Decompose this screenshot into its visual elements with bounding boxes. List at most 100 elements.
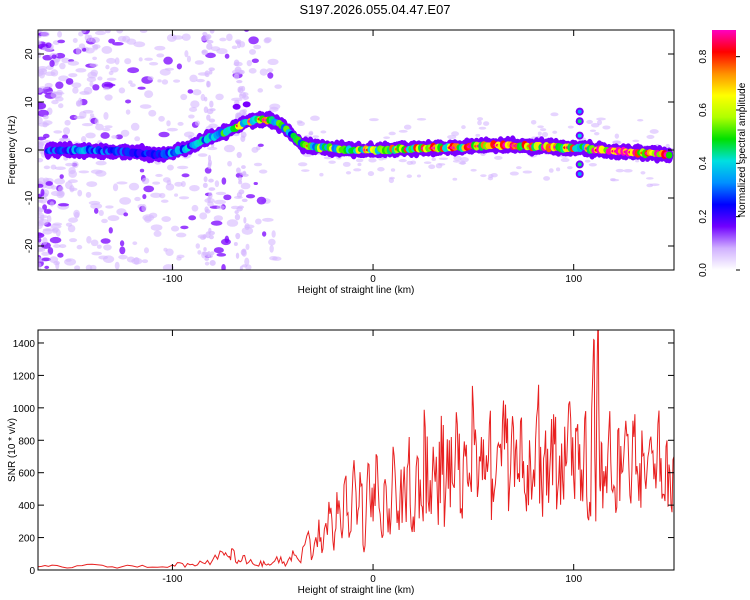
- spike-blob-core: [577, 119, 582, 124]
- noise-blob: [596, 117, 606, 121]
- noise-blob: [353, 168, 362, 172]
- noise-blob: [117, 35, 127, 42]
- noise-blob: [138, 57, 143, 62]
- noise-blob: [57, 252, 64, 258]
- noise-blob: [82, 109, 94, 114]
- colorbar-label: Normalized spectral amplitude: [737, 82, 748, 217]
- noise-blob: [438, 163, 446, 166]
- noise-blob: [226, 33, 233, 42]
- noise-blob: [38, 266, 42, 270]
- noise-blob: [180, 93, 188, 101]
- noise-blob: [470, 168, 477, 172]
- noise-blob: [189, 74, 198, 83]
- noise-blob: [369, 118, 379, 122]
- noise-blob: [38, 237, 42, 243]
- noise-blob: [235, 232, 241, 240]
- noise-blob: [615, 168, 624, 173]
- noise-blob: [141, 177, 150, 185]
- noise-blob: [567, 125, 574, 129]
- noise-blob: [269, 244, 274, 253]
- noise-blob: [67, 224, 76, 233]
- noise-blob: [480, 174, 487, 178]
- noise-blob: [83, 86, 93, 95]
- noise-blob: [101, 218, 108, 224]
- noise-blob: [210, 251, 215, 255]
- noise-blob: [245, 194, 256, 199]
- noise-blob: [139, 168, 145, 173]
- noise-blob: [59, 174, 64, 179]
- noise-blob: [65, 78, 74, 85]
- noise-blob: [274, 84, 282, 89]
- noise-blob: [244, 257, 250, 266]
- noise-blob: [170, 225, 180, 232]
- noise-blob: [256, 196, 267, 205]
- noise-blob: [108, 227, 113, 234]
- noise-blob: [323, 156, 332, 160]
- noise-blob: [208, 118, 216, 123]
- noise-blob: [308, 132, 314, 136]
- noise-blob: [69, 185, 75, 193]
- noise-blob: [80, 136, 87, 143]
- noise-blob: [43, 165, 51, 170]
- noise-blob: [57, 31, 63, 38]
- spectrogram-xlabel: Height of straight line (km): [298, 285, 415, 296]
- noise-blob: [202, 31, 208, 36]
- noise-blob: [152, 181, 161, 185]
- noise-blob: [548, 168, 554, 173]
- y-tick-label: 0: [24, 147, 35, 153]
- noise-blob: [78, 43, 86, 49]
- noise-blob: [555, 167, 561, 172]
- noise-blob: [191, 204, 199, 212]
- noise-blob: [271, 230, 276, 238]
- noise-blob: [378, 157, 384, 161]
- colorbar-tick-label: 0.6: [698, 103, 709, 117]
- noise-blob: [241, 226, 254, 235]
- noise-blob: [207, 250, 211, 258]
- colorbar-ticks: 0.0 0.2 0.4 0.6 0.8: [698, 49, 740, 277]
- noise-blob: [119, 197, 132, 205]
- noise-blob: [49, 236, 62, 244]
- noise-blob: [128, 182, 140, 191]
- noise-blob: [248, 68, 257, 74]
- noise-blob: [68, 170, 78, 178]
- noise-blob: [160, 199, 169, 203]
- noise-blob: [137, 86, 146, 90]
- noise-blob: [95, 170, 107, 177]
- noise-blob: [478, 126, 487, 130]
- noise-blob: [166, 164, 174, 171]
- colorbar: 0.0 0.2 0.4 0.6 0.8 Normalized spectral ampl…: [698, 30, 748, 277]
- noise-blob: [262, 217, 274, 222]
- noise-blob: [320, 130, 327, 134]
- noise-blob: [202, 182, 208, 189]
- noise-blob: [78, 97, 83, 106]
- x-tick-label: 100: [565, 574, 582, 585]
- noise-blob: [95, 123, 104, 131]
- noise-blob: [155, 173, 163, 178]
- noise-blob: [100, 132, 110, 139]
- noise-blob: [272, 256, 282, 261]
- noise-blob: [148, 109, 157, 117]
- noise-blob: [216, 48, 228, 55]
- snr-y-ticks: 0 200 400 600 800 1000 1200 1400: [13, 339, 674, 577]
- noise-blob: [81, 122, 94, 127]
- noise-blob: [176, 63, 182, 70]
- noise-blob: [162, 177, 171, 183]
- noise-blob: [416, 174, 422, 178]
- noise-blob: [214, 180, 220, 188]
- noise-blob: [268, 238, 276, 246]
- noise-blob: [494, 155, 503, 160]
- noise-blob: [209, 260, 216, 266]
- noise-blob: [38, 218, 49, 226]
- snr-frame: [37, 329, 675, 571]
- noise-blob: [178, 196, 190, 200]
- noise-blob: [142, 194, 147, 200]
- noise-blob: [209, 108, 216, 112]
- noise-blob: [157, 79, 162, 83]
- noise-blob: [150, 224, 163, 231]
- noise-blob: [452, 160, 461, 163]
- noise-blob: [75, 68, 87, 73]
- snr-plot-area: [38, 330, 674, 570]
- noise-blob: [187, 89, 194, 94]
- noise-blob: [236, 79, 243, 84]
- noise-blob: [47, 247, 54, 255]
